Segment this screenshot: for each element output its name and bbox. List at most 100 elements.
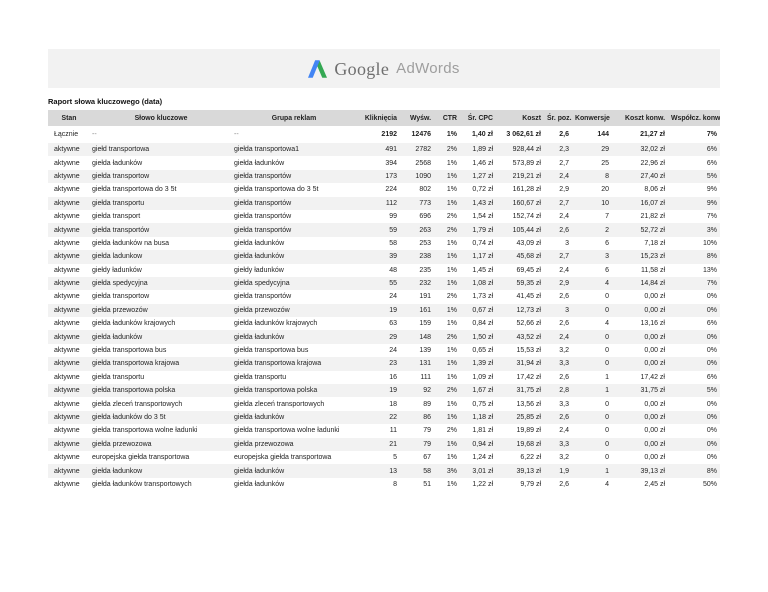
cell-ad-group: giełda transportu	[234, 373, 287, 381]
cell-conversions: 0	[605, 306, 609, 314]
cell-keyword: giełda transport	[92, 213, 141, 221]
cell-cost: 573,89 zł	[512, 159, 541, 167]
cell-cost-per-conv: 0,00 zł	[644, 427, 665, 435]
cell-cost-per-conv: 14,84 zł	[640, 280, 665, 288]
cell-clicks: 13	[389, 467, 397, 475]
cell-cost-per-conv: 21,82 zł	[640, 213, 665, 221]
cell-avg-cpc: 1,45 zł	[472, 266, 493, 274]
cell-ctr: 2%	[446, 427, 457, 435]
cell-stan: aktywne	[54, 280, 80, 288]
cell-impressions: 12476	[411, 131, 431, 138]
cell-stan: aktywne	[54, 172, 80, 180]
cell-cost: 19,68 zł	[516, 440, 541, 448]
cell-cost-per-conv: 52,72 zł	[640, 226, 665, 234]
cell-cost: 43,09 zł	[516, 239, 541, 247]
cell-keyword: giełdy ładunków	[92, 266, 142, 274]
cell-ad-group: giełda transportów	[234, 226, 292, 234]
cell-avg-cpc: 1,67 zł	[472, 387, 493, 395]
cell-conversions: 3	[605, 253, 609, 261]
cell-avg-pos: 2,6	[559, 293, 569, 301]
cell-conversions: 25	[601, 159, 609, 167]
cell-cost-per-conv: 0,00 zł	[644, 360, 665, 368]
cell-keyword: giełda zleceń transportowych	[92, 400, 183, 408]
cell-clicks: 112	[385, 199, 397, 207]
cell-stan: aktywne	[54, 373, 80, 381]
cell-ad-group: giełdy ładunków	[234, 266, 284, 274]
cell-conv-rate: 9%	[706, 186, 717, 194]
cell-clicks: 19	[389, 306, 397, 314]
cell-conversions: 1	[605, 467, 609, 475]
cell-keyword: giełda przewozowa	[92, 440, 152, 448]
col-impressions: Wyśw.	[400, 110, 434, 126]
cell-conversions: 0	[605, 360, 609, 368]
cell-conv-rate: 0%	[706, 440, 717, 448]
table-row: aktywne giełda transportu giełda transport…	[48, 371, 720, 384]
cell-conversions: 4	[605, 280, 609, 288]
table-row: aktywne giełda transportowa krajowa giełda…	[48, 357, 720, 371]
cell-ctr: 1%	[446, 320, 457, 328]
table-row: aktywne giełda transportu giełda transport…	[48, 196, 720, 210]
cell-ad-group: --	[234, 131, 239, 138]
col-ctr: CTR	[434, 110, 460, 126]
cell-cost-per-conv: 27,40 zł	[640, 172, 665, 180]
cell-cost-per-conv: 0,00 zł	[644, 414, 665, 421]
cell-stan: aktywne	[54, 239, 80, 247]
cell-cost-per-conv: 21,27 zł	[640, 131, 665, 138]
cell-cost-per-conv: 7,18 zł	[644, 239, 665, 247]
cell-ad-group: giełda transportowa do 3 5t	[234, 186, 319, 194]
cell-impressions: 148	[419, 333, 431, 341]
cell-stan: aktywne	[54, 467, 80, 475]
cell-ctr: 1%	[446, 373, 457, 381]
col-cost-per-conv: Koszt konw.	[612, 110, 668, 126]
cell-avg-cpc: 0,84 zł	[472, 320, 493, 328]
cell-ad-group: giełda przewozów	[234, 306, 290, 314]
cell-impressions: 86	[423, 414, 431, 421]
cell-cost: 59,35 zł	[516, 280, 541, 288]
cell-avg-cpc: 1,27 zł	[472, 172, 493, 180]
cell-ad-group: giełda ładunków	[234, 159, 285, 167]
cell-ad-group: giełda ładunków	[234, 253, 285, 261]
cell-clicks: 8	[393, 480, 397, 488]
cell-conversions: 0	[605, 400, 609, 408]
cell-conversions: 4	[605, 320, 609, 328]
cell-keyword: giełda ładunkow	[92, 467, 143, 475]
cell-ctr: 2%	[446, 226, 457, 234]
adwords-logotype: AdWords	[396, 60, 460, 77]
cell-clicks: 39	[389, 253, 397, 261]
col-conv-rate: Współcz. konw.	[668, 110, 720, 126]
cell-conversions: 20	[601, 186, 609, 194]
cell-ad-group: giełda transportów	[234, 199, 292, 207]
table-row: aktywne giełda ładunków na busa giełda ład…	[48, 237, 720, 250]
cell-conv-rate: 0%	[706, 293, 717, 301]
cell-ad-group: giełda ładunków	[234, 467, 285, 475]
cell-avg-pos: 3,3	[559, 360, 569, 368]
table-row: aktywne giełda przewozów giełda przewozów 1…	[48, 303, 720, 318]
table-row: aktywne giełda transportow giełda transpor…	[48, 169, 720, 184]
cell-conversions: 0	[605, 440, 609, 448]
cell-clicks: 394	[385, 159, 397, 167]
logo-a-left	[308, 59, 321, 78]
cell-stan: Łącznie	[54, 131, 79, 138]
table-row: aktywne giełd transportowa giełda transpor…	[48, 143, 720, 157]
cell-cost: 9,79 zł	[520, 480, 541, 488]
cell-stan: aktywne	[54, 360, 80, 368]
cell-avg-pos: 2,6	[559, 320, 569, 328]
cell-cost-per-conv: 2,45 zł	[644, 480, 665, 488]
cell-keyword: --	[92, 131, 97, 138]
cell-keyword: giełda ładunków na busa	[92, 239, 170, 247]
col-cost: Koszt	[496, 110, 544, 126]
cell-cost: 17,42 zł	[516, 373, 541, 381]
cell-conv-rate: 8%	[706, 253, 717, 261]
cell-impressions: 161	[419, 306, 431, 314]
cell-conv-rate: 0%	[706, 347, 717, 355]
cell-impressions: 67	[423, 454, 431, 462]
table-row: aktywne giełda zleceń transportowych giełd…	[48, 397, 720, 410]
cell-conversions: 4	[605, 480, 609, 488]
cell-avg-pos: 2,6	[559, 373, 569, 381]
cell-cost: 105,44 zł	[512, 226, 541, 234]
cell-avg-cpc: 1,40 zł	[471, 131, 493, 138]
cell-cost: 69,45 zł	[516, 266, 541, 274]
cell-ctr: 1%	[446, 131, 457, 138]
cell-impressions: 79	[423, 427, 431, 435]
table-row: aktywne giełda transportowa bus giełda tra…	[48, 344, 720, 357]
